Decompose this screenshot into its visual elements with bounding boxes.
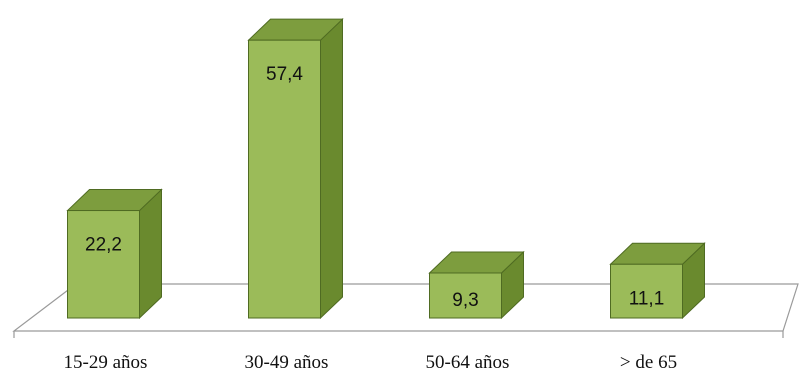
bar-front	[67, 210, 140, 319]
bar-side	[320, 18, 343, 320]
x-tick-label: 50-64 años	[426, 352, 510, 373]
bar-front	[248, 39, 321, 319]
bar-front	[429, 272, 502, 319]
bar: 57,4	[247, 18, 344, 320]
data-label: 22,2	[85, 235, 122, 256]
bar-side	[139, 188, 162, 320]
x-tick-label: 15-29 años	[64, 352, 148, 373]
bar: 9,3	[428, 250, 525, 320]
data-label: 57,4	[266, 64, 303, 85]
bar-front	[610, 263, 683, 319]
chart-floor	[12, 283, 799, 332]
x-tick-label: 30-49 años	[245, 352, 329, 373]
data-label: 9,3	[452, 290, 478, 311]
bar: 22,2	[66, 188, 163, 320]
data-label: 11,1	[629, 288, 665, 309]
x-tick-label: > de 65	[620, 352, 677, 373]
bar: 11,1	[609, 242, 706, 320]
